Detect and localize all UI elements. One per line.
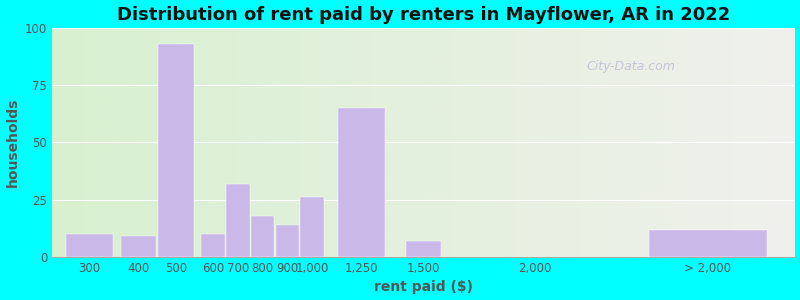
Title: Distribution of rent paid by renters in Mayflower, AR in 2022: Distribution of rent paid by renters in … [117,6,730,24]
Bar [649,230,766,257]
Y-axis label: households: households [6,98,19,187]
Bar [300,197,324,257]
Bar [121,236,157,257]
Bar [338,108,385,257]
Bar [158,44,194,257]
X-axis label: rent paid ($): rent paid ($) [374,280,473,294]
Bar [406,241,441,257]
Text: City-Data.com: City-Data.com [586,60,675,73]
Bar [226,184,250,257]
Bar [202,234,225,257]
Bar [66,234,113,257]
Bar [250,216,274,257]
Bar [275,225,299,257]
